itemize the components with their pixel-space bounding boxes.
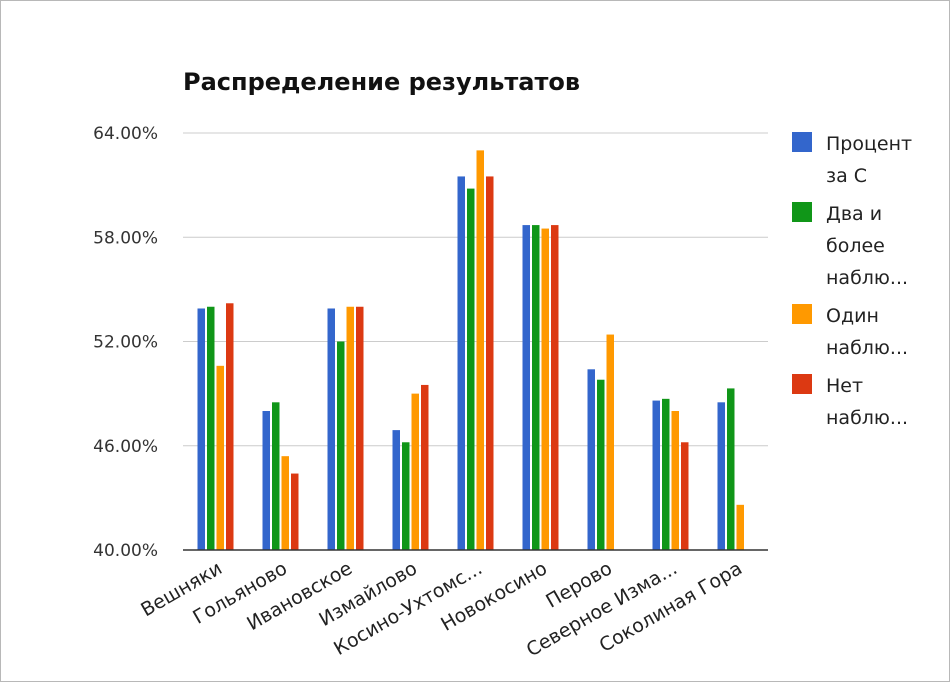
bar[interactable] (467, 188, 475, 550)
legend-label: Нет (826, 375, 863, 397)
bar[interactable] (281, 456, 290, 550)
legend-swatch (792, 374, 812, 394)
bar[interactable] (272, 402, 280, 550)
bar[interactable] (207, 306, 215, 550)
legend-item[interactable]: Нет наблю... (792, 374, 908, 429)
legend-item[interactable]: Два и более наблю... (792, 202, 908, 289)
legend-item[interactable]: Один наблю... (792, 304, 908, 359)
bar[interactable] (727, 388, 735, 550)
bar[interactable] (327, 308, 336, 550)
legend-label: Процент (826, 133, 912, 155)
legend-label: Два и (826, 203, 882, 225)
bar[interactable] (587, 369, 596, 550)
legend-label: наблю... (826, 267, 908, 289)
bar[interactable] (532, 225, 540, 550)
legend-label: наблю... (826, 337, 908, 359)
bar[interactable] (411, 393, 420, 550)
bar[interactable] (736, 504, 745, 550)
y-axis: 40.00% 46.00% 52.00% 58.00% 64.00% (93, 124, 158, 561)
y-tick-label: 64.00% (93, 124, 158, 144)
legend-swatch (792, 202, 812, 222)
bar[interactable] (421, 384, 429, 550)
legend-label: за С (826, 165, 867, 187)
bar[interactable] (476, 150, 485, 550)
legend-swatch (792, 304, 812, 324)
legend-swatch (792, 132, 812, 152)
bar[interactable] (226, 303, 234, 550)
bar[interactable] (717, 402, 726, 550)
y-tick-label: 52.00% (93, 333, 158, 353)
bar[interactable] (337, 341, 345, 551)
bar[interactable] (392, 430, 401, 550)
legend-label: наблю... (826, 407, 908, 429)
legend: Процент за С Два и более наблю... Один наблю..… (792, 132, 912, 429)
bars (197, 150, 745, 551)
y-tick-label: 40.00% (93, 541, 158, 561)
bar[interactable] (356, 306, 364, 550)
bar[interactable] (262, 411, 271, 550)
chart-title: Распределение результатов (183, 68, 580, 96)
bar[interactable] (541, 228, 550, 550)
bar[interactable] (457, 176, 466, 550)
bar[interactable] (346, 306, 355, 550)
bar[interactable] (402, 442, 410, 550)
legend-item[interactable]: Процент за С (792, 132, 912, 187)
x-axis: ВешнякиГольяновоИвановскоеИзмайловоКосин… (137, 557, 746, 661)
bar[interactable] (551, 225, 559, 550)
bar[interactable] (671, 411, 680, 550)
bar[interactable] (216, 365, 225, 550)
gridlines (183, 132, 768, 447)
bar[interactable] (291, 473, 299, 550)
y-tick-label: 46.00% (93, 437, 158, 457)
bar[interactable] (606, 334, 615, 550)
bar[interactable] (681, 442, 689, 550)
bar[interactable] (197, 308, 206, 550)
bar[interactable] (597, 379, 605, 550)
bar[interactable] (486, 176, 494, 550)
y-tick-label: 58.00% (93, 228, 158, 248)
legend-label: более (826, 235, 885, 257)
bar[interactable] (522, 225, 531, 550)
legend-label: Один (826, 305, 879, 327)
bar[interactable] (662, 398, 670, 550)
bar[interactable] (652, 400, 661, 550)
